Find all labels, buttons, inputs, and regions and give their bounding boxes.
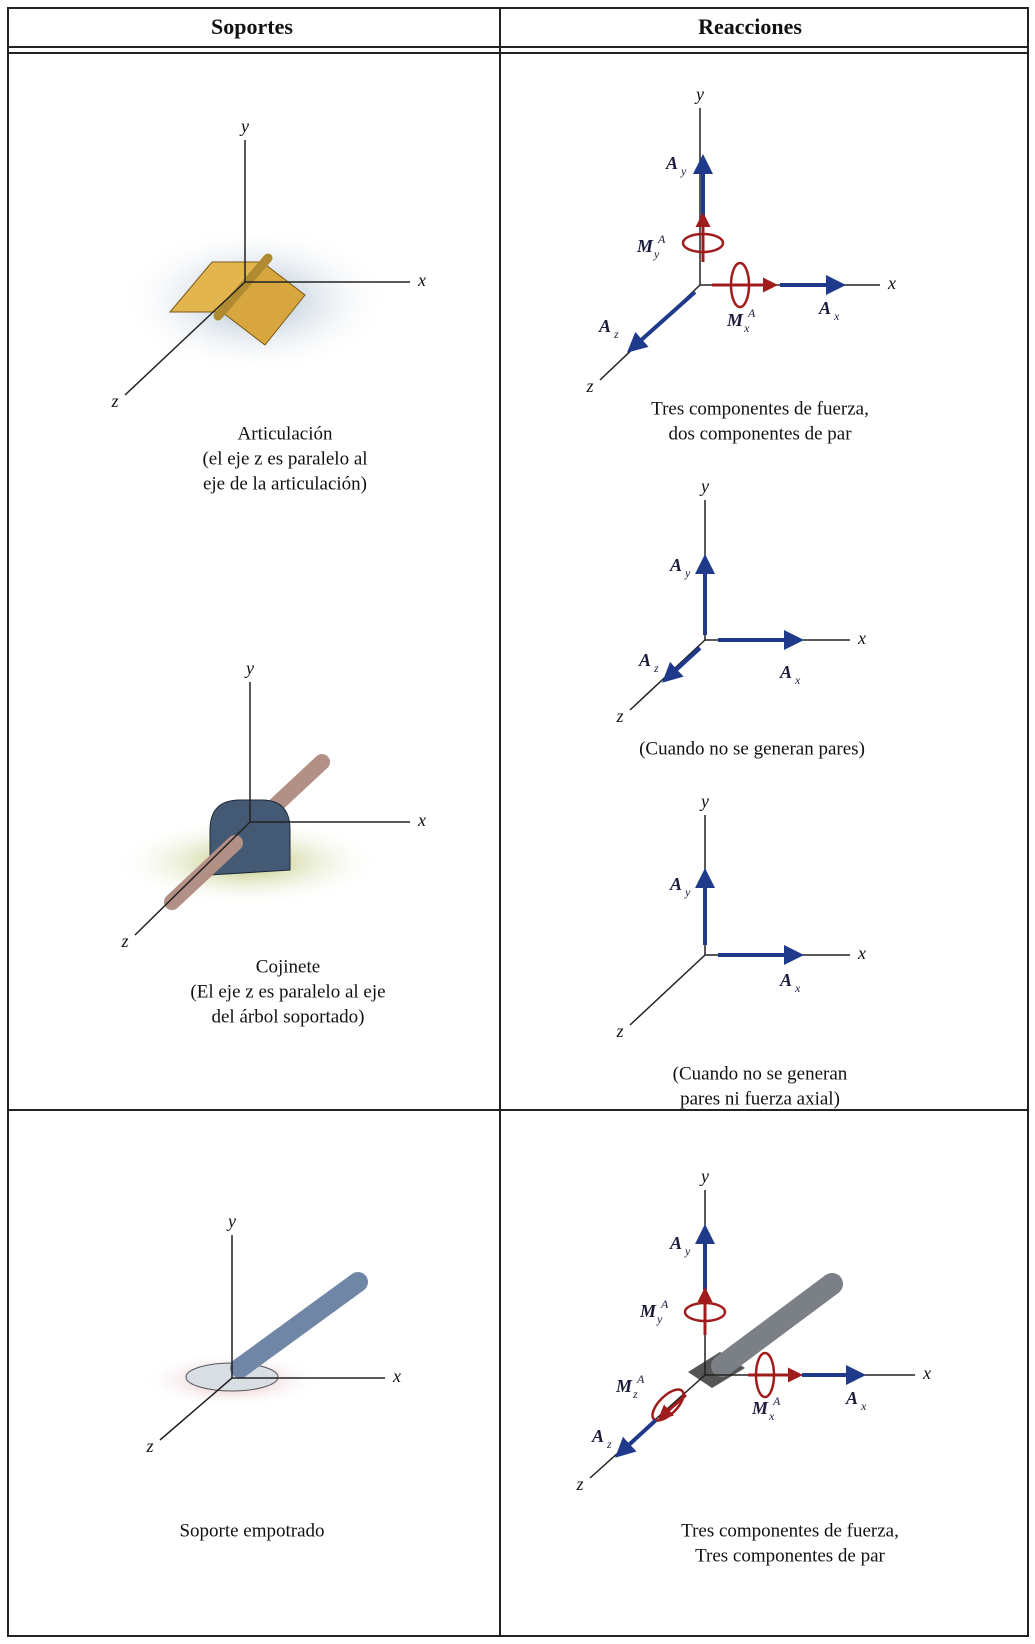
axis-label: y	[226, 1211, 236, 1231]
reaction-subscript: z	[606, 1437, 612, 1451]
caption: pares ni fuerza axial)	[680, 1088, 840, 1109]
caption: eje de la articulación)	[203, 473, 367, 494]
axis-line	[629, 954, 706, 1026]
reaction-symbol: M	[726, 310, 744, 330]
axis-label: x	[922, 1363, 931, 1383]
caption: Tres componentes de fuerza,	[681, 1520, 899, 1541]
force-arrow	[627, 290, 697, 353]
axis-label: z	[575, 1474, 583, 1494]
moment-loop	[683, 1301, 727, 1323]
reaction-superscript: A	[636, 1372, 645, 1386]
rod	[711, 1273, 843, 1377]
axis-label: x	[857, 628, 866, 648]
reaction-subscript: x	[743, 321, 750, 335]
reaction-symbol: A	[845, 1388, 858, 1408]
hinge-pin	[213, 253, 273, 321]
axis-label: y	[699, 791, 709, 811]
reaction-symbol: M	[636, 236, 654, 256]
force-arrow	[662, 646, 702, 683]
axis-label: z	[615, 706, 623, 726]
axis-label: z	[615, 1021, 623, 1041]
moment-loop	[754, 1351, 776, 1399]
shaft	[164, 835, 243, 910]
caption: Tres componentes de par	[695, 1545, 885, 1566]
caption: (el eje z es paralelo al	[202, 448, 367, 469]
reaction-symbol: A	[665, 153, 678, 173]
axis-label: y	[244, 658, 254, 678]
axis-line	[134, 821, 251, 936]
reaction-symbol: M	[639, 1301, 657, 1321]
reaction-superscript: A	[747, 306, 756, 320]
caption: Tres componentes de fuerza,	[651, 398, 869, 419]
axis-label: x	[417, 270, 426, 290]
axis-label: y	[694, 84, 704, 104]
reaction-subscript: x	[833, 309, 840, 323]
reaction-symbol: A	[591, 1426, 604, 1446]
reaction-symbol: M	[751, 1398, 769, 1418]
rod	[230, 1272, 368, 1378]
reaction-subscript: y	[684, 885, 691, 899]
reaction-symbol: A	[669, 555, 682, 575]
caption: dos componentes de par	[668, 423, 852, 444]
caption: Soporte empotrado	[179, 1520, 324, 1541]
reaction-subscript: y	[656, 1312, 663, 1326]
axis-label: x	[392, 1366, 401, 1386]
reaction-symbol: M	[615, 1376, 633, 1396]
caption: Articulación	[238, 423, 333, 444]
axis-label: z	[145, 1436, 153, 1456]
moment-vector	[657, 1393, 687, 1420]
caption: del árbol soportado)	[211, 1006, 364, 1027]
reaction-superscript: A	[772, 1394, 781, 1408]
caption: (Cuando no se generan	[673, 1063, 848, 1084]
force-arrow	[615, 1418, 658, 1458]
reaction-superscript: A	[660, 1297, 669, 1311]
caption: Cojinete	[256, 956, 320, 977]
axis-label: z	[585, 376, 593, 396]
reaction-superscript: A	[657, 232, 666, 246]
table-border	[7, 7, 1029, 1637]
axis-line	[159, 1377, 233, 1441]
axis-label: y	[699, 1166, 709, 1186]
axis-label: x	[417, 810, 426, 830]
reaction-subscript: y	[680, 164, 687, 178]
reaction-subscript: z	[632, 1387, 638, 1401]
reaction-subscript: z	[653, 661, 659, 675]
reaction-symbol: A	[818, 298, 831, 318]
reaction-subscript: y	[653, 247, 660, 261]
axis-label: y	[699, 476, 709, 496]
moment-loop	[681, 232, 725, 254]
reaction-subscript: y	[684, 566, 691, 580]
moment-loop	[729, 261, 751, 309]
reaction-symbol: A	[669, 1233, 682, 1253]
moment-loop	[651, 1388, 685, 1422]
caption: (El eje z es paralelo al eje	[190, 981, 385, 1002]
axis-label: x	[857, 943, 866, 963]
axis-label: z	[110, 391, 118, 411]
axis-line	[124, 281, 246, 396]
reaction-symbol: A	[779, 970, 792, 990]
reaction-subscript: x	[794, 981, 801, 995]
reaction-subscript: x	[794, 673, 801, 687]
reaction-symbol: A	[598, 316, 611, 336]
reaction-symbol: A	[779, 662, 792, 682]
reaction-subscript: y	[684, 1244, 691, 1258]
axis-label: z	[120, 931, 128, 951]
reaction-subscript: x	[768, 1409, 775, 1423]
reaction-symbol: A	[669, 874, 682, 894]
header-cell: Soportes	[211, 14, 293, 39]
axis-label: x	[887, 273, 896, 293]
header-cell: Reacciones	[698, 14, 802, 39]
reaction-subscript: z	[613, 327, 619, 341]
reaction-symbol: A	[638, 650, 651, 670]
axis-label: y	[239, 116, 249, 136]
reaction-subscript: x	[860, 1399, 867, 1413]
caption: (Cuando no se generan pares)	[639, 738, 865, 759]
